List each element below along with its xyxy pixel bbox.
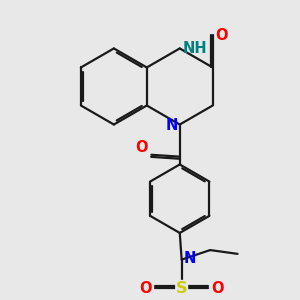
Text: O: O [215, 28, 228, 43]
Text: S: S [176, 280, 188, 296]
Text: O: O [211, 280, 224, 296]
Text: N: N [184, 251, 196, 266]
Text: O: O [140, 280, 152, 296]
Text: N: N [166, 118, 178, 133]
Text: NH: NH [183, 41, 207, 56]
Text: O: O [136, 140, 148, 155]
